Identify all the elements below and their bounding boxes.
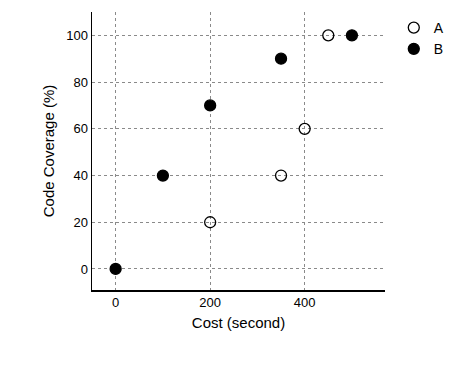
svg-text:80: 80: [73, 75, 87, 90]
svg-text:Cost (second): Cost (second): [192, 314, 285, 331]
svg-text:Code Coverage (%): Code Coverage (%): [40, 85, 57, 218]
svg-text:60: 60: [73, 121, 87, 136]
svg-text:0: 0: [112, 295, 119, 310]
svg-text:B: B: [434, 41, 443, 57]
svg-text:0: 0: [81, 262, 88, 277]
svg-text:20: 20: [73, 215, 87, 230]
svg-text:100: 100: [66, 28, 88, 43]
svg-text:400: 400: [294, 295, 316, 310]
svg-text:A: A: [434, 20, 444, 36]
svg-text:40: 40: [73, 168, 87, 183]
svg-text:200: 200: [199, 295, 221, 310]
